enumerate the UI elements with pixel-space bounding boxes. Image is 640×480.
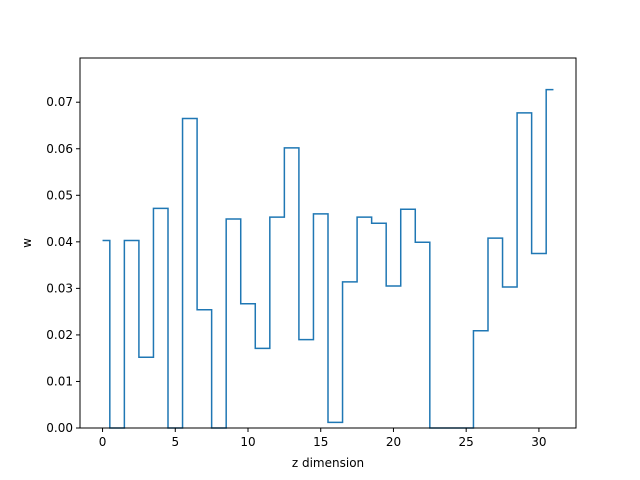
y-tick-label: 0.00	[46, 421, 73, 435]
y-tick-label: 0.01	[46, 374, 73, 388]
plot-area	[79, 57, 577, 429]
x-tick-label: 15	[313, 435, 328, 449]
x-axis-ticks: 0 5 10 15 20 25 30	[99, 428, 547, 449]
y-axis-ticks: 0.00 0.01 0.02 0.03 0.04 0.05 0.06 0.07	[46, 95, 80, 435]
y-tick-label: 0.07	[46, 95, 73, 109]
y-axis-label: w	[20, 238, 34, 248]
x-axis-label: z dimension	[292, 456, 364, 470]
x-tick-label: 5	[171, 435, 179, 449]
x-tick-label: 0	[99, 435, 107, 449]
axes-border	[79, 57, 577, 429]
y-tick-label: 0.02	[46, 328, 73, 342]
y-tick-label: 0.05	[46, 188, 73, 202]
x-tick-label: 10	[240, 435, 255, 449]
y-tick-label: 0.03	[46, 281, 73, 295]
y-tick-label: 0.06	[46, 142, 73, 156]
x-tick-label: 20	[386, 435, 401, 449]
y-tick-label: 0.04	[46, 235, 73, 249]
x-tick-label: 25	[459, 435, 474, 449]
x-tick-label: 30	[531, 435, 546, 449]
